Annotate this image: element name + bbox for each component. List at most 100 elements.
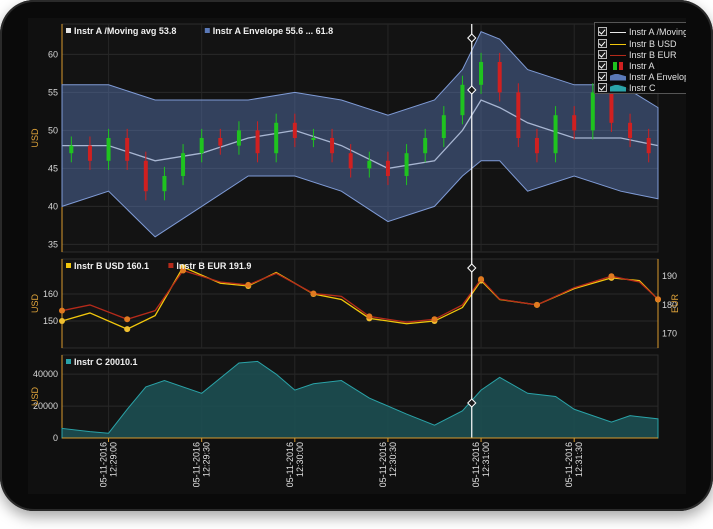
checkbox-icon[interactable]	[598, 39, 607, 48]
legend-label: Instr A Envelope	[629, 71, 686, 82]
x-tick-label-time: 12:30:00	[295, 442, 305, 477]
candle-body	[236, 130, 241, 146]
x-tick-label-date: 05-11-2016	[192, 442, 202, 487]
y-tick-label: 150	[43, 316, 58, 326]
y-tick-label: 60	[48, 49, 58, 59]
legend-swatch	[66, 263, 71, 268]
line-swatch-icon	[610, 28, 626, 36]
crosshair-marker	[467, 263, 477, 273]
candle-body	[628, 122, 633, 138]
line-swatch-icon	[610, 40, 626, 48]
candle-body	[441, 115, 446, 138]
checkbox-icon[interactable]	[598, 50, 607, 59]
candle-body	[609, 92, 614, 123]
legend-swatch	[66, 28, 71, 33]
candle-body	[274, 122, 279, 154]
candle-body	[516, 92, 521, 138]
event-marker	[59, 307, 65, 314]
y-tick-label: 45	[48, 163, 58, 173]
candle-body	[534, 138, 539, 154]
legend-panel[interactable]: Instr A /Moving avg Instr B USD Instr B …	[594, 22, 686, 94]
series-band-envelope	[61, 30, 659, 238]
legend-swatch	[204, 28, 210, 33]
legend-item-instr-c[interactable]: Instr C	[598, 82, 656, 93]
pane-legend-text: Instr B EUR 191.9	[176, 261, 251, 271]
x-tick-label-date: 05-11-2016	[99, 442, 109, 487]
event-marker	[310, 290, 317, 297]
y-right-tick-label: 170	[662, 329, 677, 339]
candlestick-swatch-icon	[610, 61, 626, 70]
event-marker	[366, 313, 373, 320]
event-marker	[533, 301, 540, 308]
y-tick-label: 50	[48, 125, 58, 135]
y-right-tick-label: 190	[662, 271, 677, 281]
candle-body	[385, 160, 390, 176]
legend-label: Instr A /Moving avg	[629, 26, 686, 37]
plot-area-pane2	[61, 258, 659, 349]
checkbox-icon[interactable]	[598, 83, 607, 92]
y-tick-label: 55	[48, 87, 58, 97]
event-marker	[124, 316, 131, 323]
legend-label: Instr C	[629, 82, 656, 93]
event-marker	[478, 276, 485, 283]
y-tick-label: 35	[48, 239, 58, 249]
pane-legend-text: Instr A /Moving avg 53.8	[74, 26, 176, 36]
candle-body	[497, 62, 502, 93]
legend-item-moving-avg[interactable]: Instr A /Moving avg	[598, 26, 686, 37]
candle-body	[218, 138, 223, 146]
checkbox-icon[interactable]	[598, 72, 607, 81]
x-tick-label-time: 12:31:00	[481, 442, 491, 477]
event-marker	[245, 281, 252, 288]
candle-body	[199, 138, 204, 154]
y-tick-label: 40000	[33, 369, 58, 379]
candle-body	[590, 92, 595, 131]
candle-body	[553, 115, 558, 154]
legend-item-instr-b-usd[interactable]: Instr B USD	[598, 38, 677, 49]
event-marker	[608, 273, 615, 280]
candle-body	[404, 153, 409, 176]
legend-swatch	[66, 359, 71, 364]
crosshair-marker	[467, 398, 477, 408]
candle-body	[255, 130, 260, 154]
candle-body	[106, 138, 111, 161]
plot-area-pane1	[61, 23, 659, 253]
legend-swatch	[168, 263, 174, 268]
candle-body	[646, 138, 651, 154]
x-tick-label-time: 12:29:30	[202, 442, 212, 477]
crosshair-marker	[467, 85, 477, 95]
y-right-tick-label: 180	[662, 300, 677, 310]
y-axis-label: USD	[30, 294, 40, 314]
candle-body	[143, 160, 148, 192]
x-tick-label-time: 12:31:30	[574, 442, 584, 477]
device-frame: 35 40 45 50 55 60 USD Instr A /Moving avg 53.8 I…	[0, 0, 713, 511]
event-marker	[59, 318, 65, 325]
y-axis-label: USD	[30, 387, 40, 407]
x-tick-label-time: 12:30:30	[388, 442, 398, 477]
legend-label: Instr B EUR	[629, 49, 677, 60]
y-tick-label: 40	[48, 201, 58, 211]
chart-canvas[interactable]: 35 40 45 50 55 60 USD Instr A /Moving avg 53.8 I…	[28, 18, 686, 494]
legend-item-instr-a[interactable]: Instr A	[598, 60, 655, 71]
legend-label: Instr A	[629, 60, 655, 71]
candle-body	[181, 153, 186, 176]
pane-legend-text: Instr B USD 160.1	[74, 261, 149, 271]
x-tick-label-date: 05-11-2016	[285, 442, 295, 487]
candle-body	[367, 160, 372, 169]
legend-label: Instr B USD	[629, 38, 677, 49]
candle-body	[460, 84, 465, 116]
event-marker	[655, 296, 661, 303]
line-swatch-icon	[610, 51, 626, 59]
y-tick-label: 0	[53, 433, 58, 443]
candle-body	[125, 138, 130, 161]
candle-body	[69, 145, 74, 154]
candle-body	[572, 115, 577, 131]
event-marker	[180, 267, 187, 274]
legend-item-instr-b-eur[interactable]: Instr B EUR	[598, 49, 677, 60]
y-tick-label: 20000	[33, 401, 58, 411]
checkbox-icon[interactable]	[598, 61, 607, 70]
candle-body	[311, 138, 316, 140]
pane-legend-text: Instr A Envelope 55.6 ... 61.8	[213, 26, 333, 36]
candle-body	[479, 62, 484, 85]
checkbox-icon[interactable]	[598, 27, 607, 36]
legend-item-instr-a-envelope[interactable]: Instr A Envelope	[598, 71, 686, 82]
